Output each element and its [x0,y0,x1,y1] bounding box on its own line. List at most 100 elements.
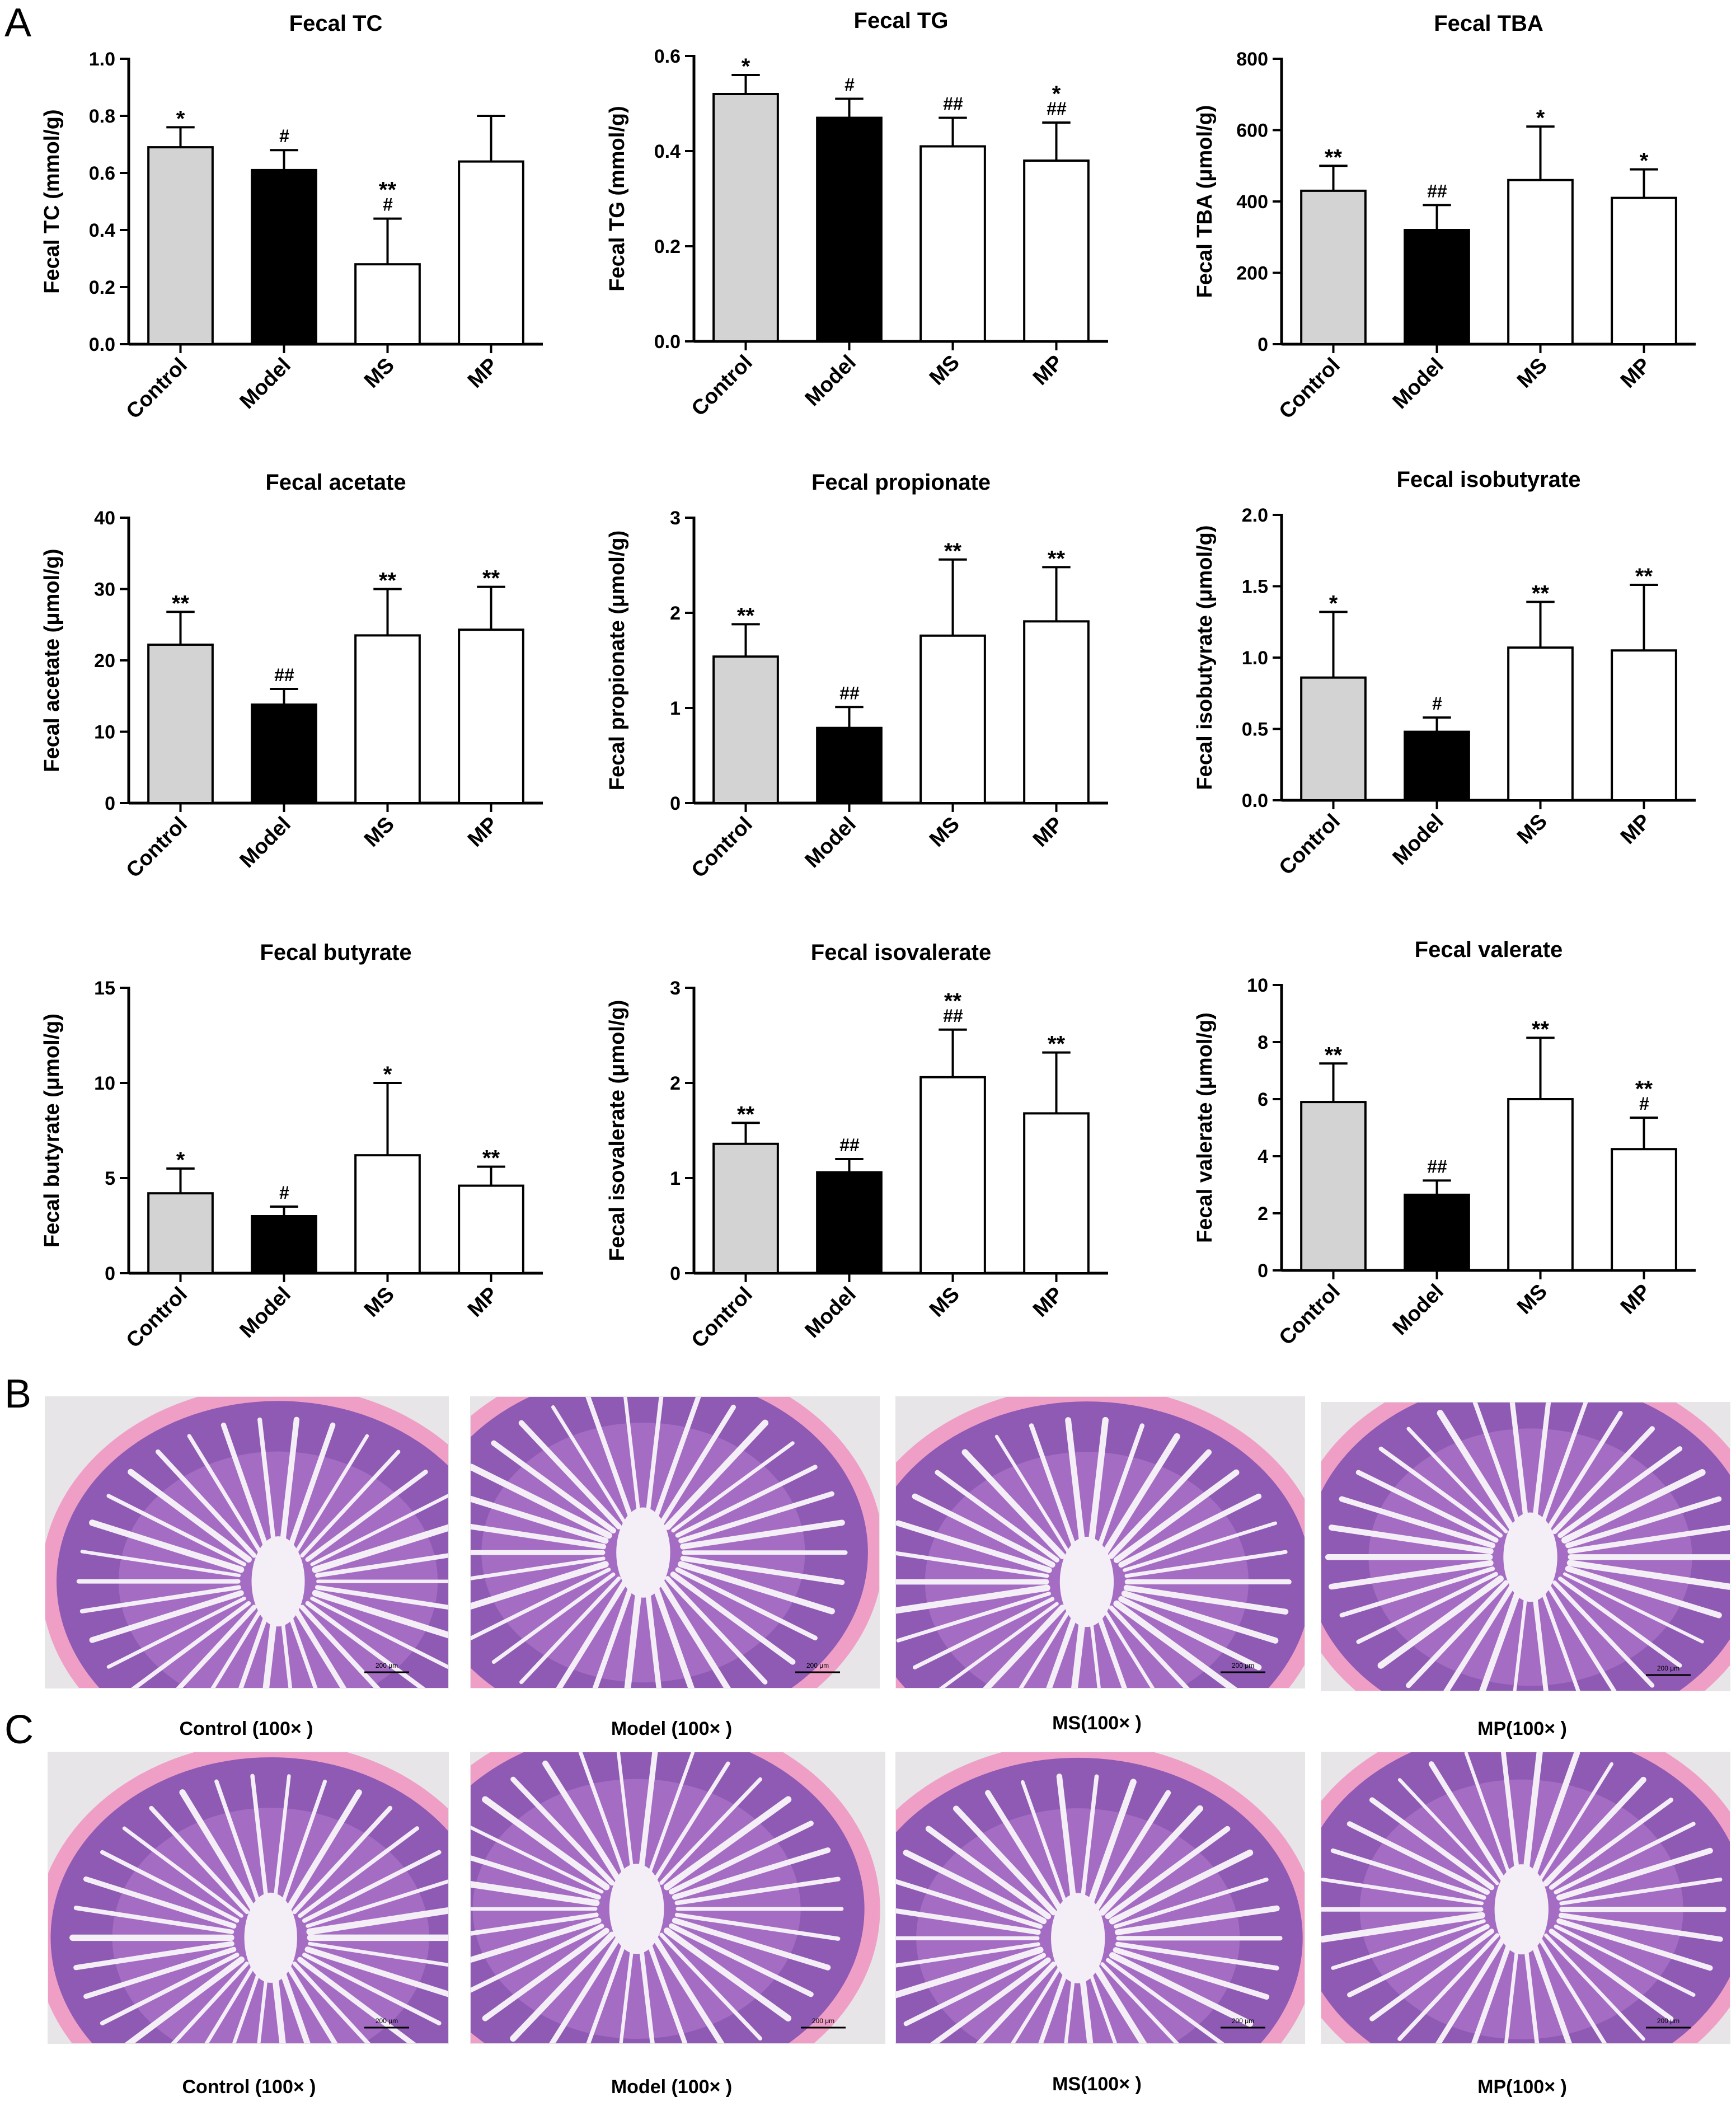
lumen-crypt [1549,1929,1674,2021]
x-tick-label: Control [687,351,757,421]
lumen-crypt [1522,1752,1543,1880]
significance-mark: # [844,75,855,95]
x-tick-label: Model [1388,810,1448,870]
lumen-crypt [1543,1776,1646,1887]
lumen-crypt [1124,1550,1288,1578]
bar [919,145,986,343]
histology-c-ms-image: 200 μm [895,1752,1305,2044]
lumen-crypt [308,1941,448,1967]
lumen-crypt [1531,1402,1551,1528]
y-tick-label: 0 [1258,1260,1268,1282]
y-axis-label: Fecal propionate (μmol/g) [606,531,629,791]
chart-svg: Fecal TBA Fecal TBA (μmol/g) 0 200 400 600 800… [1193,11,1696,424]
y-tick-label: 1 [670,1168,681,1189]
x-tick-label: MP [1029,351,1068,390]
histology-svg: 200 μm [1321,1752,1730,2043]
lumen-crypt [653,1761,730,1882]
scale-bar-label: 200 μm [812,2017,834,2025]
histology-c-mp-image: 200 μm [1321,1752,1730,2044]
scale-bar-label: 200 μm [376,1662,398,1669]
significance-mark: ** [737,1102,755,1127]
panel-letter-a: A [4,1,32,45]
lumen-crypt [1557,1446,1683,1538]
y-axis-label: Fecal isobutyrate (μmol/g) [1193,526,1217,790]
y-tick-label: 400 [1236,191,1268,213]
lumen-crypt [1113,1600,1237,1688]
lumen-crypt [903,1850,1047,1925]
lumen-crypt [1021,1780,1069,1909]
significance-mark: ## [943,94,963,114]
chart-fecal-propionate: Fecal propionate Fecal propionate (μmol/g… [576,465,1136,935]
histology-svg: 200 μm [48,1752,448,2043]
lumen-crypt [1109,1849,1254,1925]
y-axis-label: Fecal acetate (μmol/g) [40,548,64,772]
x-tick-label: MS [925,351,964,390]
x-tick-label: MP [1029,813,1068,852]
caption-c-control: Control (100× ) [182,2076,316,2098]
lumen-crypt [83,1876,237,1929]
lumen-crypt [659,1932,762,2040]
lumen-crypt [204,1964,255,2043]
x-tick-label: MP [463,1283,503,1322]
lumen-crypt [278,1965,311,2043]
chart-svg: Fecal acetate Fecal acetate (μmol/g) 0 10 20… [40,470,543,883]
bar [1507,646,1574,801]
lumen-crypt [1406,1580,1509,1688]
y-tick-label: 800 [1236,49,1268,70]
x-tick-label: MP [463,813,503,852]
lumen-crypt [1559,1912,1723,1942]
chart-svg: Fecal isovalerate Fecal isovalerate (μmol… [606,940,1108,1353]
lumen-crypt [257,1417,277,1551]
lumen-crypt [1428,1761,1507,1883]
y-tick-label: 0 [105,1263,115,1284]
lumen-crypt [287,1610,318,1688]
y-axis-label: Fecal butyrate (μmol/g) [40,1014,64,1247]
lumen-crypt [896,1946,1044,1999]
lumen-crypt [1406,1427,1508,1533]
lumen-crypt [930,1957,1051,2043]
lumen-crypt [675,1465,818,1538]
bar [1507,179,1574,345]
lumen [1051,1893,1105,1983]
x-tick-label: MS [925,813,964,852]
y-tick-label: 5 [105,1168,115,1189]
significance-mark: # [279,1183,289,1203]
significance-mark: ## [1047,98,1067,119]
lumen-crypt [1321,1912,1485,1943]
x-tick-label: Control [122,813,192,883]
lumen-crypt [1556,1918,1713,1971]
lumen-crypt [925,1826,1052,1920]
lumen-crypt [638,1939,655,2043]
significance-mark: # [1639,1094,1649,1114]
lumen-crypt [73,1906,234,1934]
bar [1023,160,1090,343]
lumen-crypt [1010,1965,1062,2043]
lumen-crypt [1038,1967,1069,2043]
caption-c-ms: MS(100× ) [1052,2074,1142,2095]
lumen-crypt [482,1927,609,2021]
lumen-crypt [1101,1433,1180,1556]
bar [712,655,779,804]
significance-mark: * [1640,149,1649,173]
lumen-crypt [471,1495,609,1544]
lumen-crypt [675,1567,818,1641]
lumen-crypt [1078,1967,1094,2043]
lumen-crypt [294,1434,369,1554]
chart-fecal-isovalerate: Fecal isovalerate Fecal isovalerate (μmol… [576,935,1136,1405]
scale-bar-label: 200 μm [1232,1662,1254,1669]
panel-letter-b: B [4,1372,32,1416]
lumen-crypt [624,1582,643,1688]
lumen-crypt [315,1585,448,1610]
lumen-crypt [1087,1416,1109,1553]
lumen-crypt [302,1850,442,1923]
lumen-crypt [1356,1571,1498,1644]
lumen-crypt [674,1877,841,1906]
bar [354,263,421,346]
lumen-crypt [73,1941,234,1971]
y-tick-label: 6 [1258,1089,1268,1110]
lumen-crypt [672,1917,831,1971]
y-tick-label: 0 [670,1263,681,1284]
lumen-crypt [1347,1924,1490,1997]
significance-mark: * [176,1148,185,1172]
lumen-crypt [651,1580,695,1688]
